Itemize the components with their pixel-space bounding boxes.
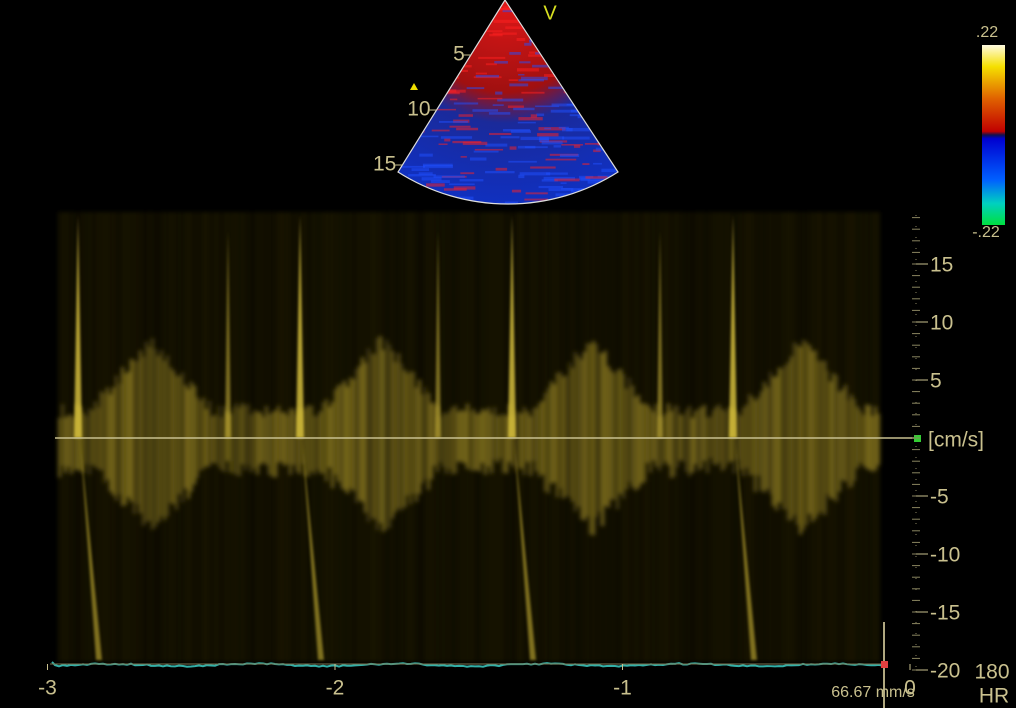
heart-rate-label: HR bbox=[979, 685, 1009, 708]
depth-label: 15 bbox=[373, 153, 396, 176]
ecg-trace bbox=[51, 661, 884, 668]
doppler-spectrum bbox=[58, 212, 880, 662]
velocity-tick-label: -20 bbox=[930, 660, 960, 683]
mode-label: V bbox=[543, 2, 557, 24]
cursor-marker bbox=[881, 661, 888, 668]
sweep-speed: 66.67 mm/s bbox=[831, 684, 915, 701]
time-tick-label: -2 bbox=[326, 677, 345, 700]
heart-rate-value: 180 bbox=[974, 661, 1009, 684]
velocity-tick-label: 15 bbox=[930, 254, 953, 277]
time-tick-label: -1 bbox=[613, 677, 632, 700]
depth-label: 10 bbox=[407, 98, 430, 121]
sector-image: V bbox=[397, 0, 619, 205]
time-tick-label: -3 bbox=[38, 677, 57, 700]
velocity-tick-label: -5 bbox=[930, 486, 949, 509]
velocity-unit: [cm/s] bbox=[928, 429, 984, 452]
color-scale-max: .22 bbox=[976, 24, 998, 41]
velocity-tick-label: 10 bbox=[930, 312, 953, 335]
time-tick-label: 0 bbox=[904, 677, 916, 700]
velocity-tick-label: 5 bbox=[930, 370, 942, 393]
velocity-tick-label: -10 bbox=[930, 544, 960, 567]
color-scale-min: -.22 bbox=[972, 224, 1000, 241]
color-scale-bar bbox=[982, 45, 1005, 225]
depth-label: 5 bbox=[453, 43, 465, 66]
velocity-tick-label: -15 bbox=[930, 602, 960, 625]
